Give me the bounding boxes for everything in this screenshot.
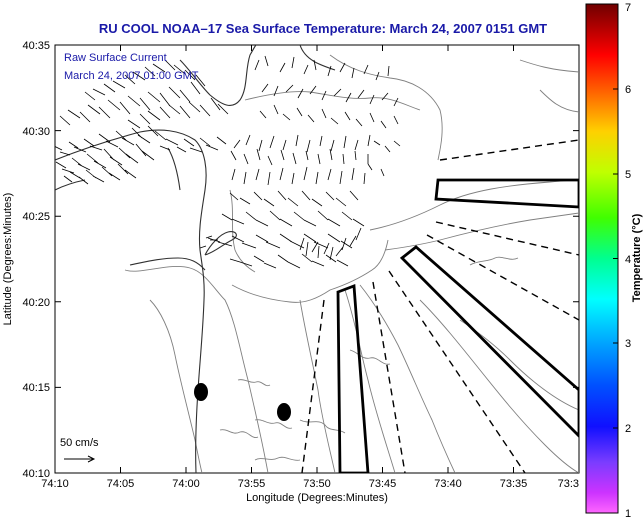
x-tick-label: 74:00: [172, 478, 200, 490]
x-tick-label: 73:40: [434, 478, 462, 490]
bathymetry-contours: [124, 54, 579, 473]
legend-line-1: Raw Surface Current: [64, 52, 167, 64]
x-tick-label: 73:35: [500, 478, 528, 490]
scale-arrow: [64, 455, 96, 463]
x-axis-label: Longitude (Degrees:Minutes): [246, 492, 388, 504]
radial-lines: [301, 139, 579, 473]
station-marker: [277, 403, 291, 421]
x-axis: 74:10 74:05 74:00 73:55 73:50 73:45 73:4…: [41, 45, 579, 504]
colorbar-gradient: [585, 3, 619, 514]
y-tick-label: 40:25: [22, 211, 50, 223]
colorbar-tick: 2: [625, 423, 631, 435]
colorbar: 1 2 3 4 5 6 7 Temperature (°C): [585, 2, 643, 518]
footprint-outlines: [336, 178, 579, 473]
y-axis-label: Latitude (Degrees:Minutes): [2, 193, 14, 326]
y-tick-label: 40:10: [22, 468, 50, 480]
x-tick-label: 73:55: [238, 478, 266, 490]
colorbar-tick: 6: [625, 84, 631, 96]
colorbar-tick: 4: [625, 254, 631, 266]
map-title: RU COOL NOAA–17 Sea Surface Temperature:…: [99, 21, 547, 36]
x-tick-label: 73:45: [369, 478, 397, 490]
y-tick-label: 40:20: [22, 297, 50, 309]
legend-line-2: March 24, 2007 01:00 GMT: [64, 70, 199, 82]
y-axis: 40:35 40:30 40:25 40:20 40:15 40:10 Lati…: [2, 40, 579, 480]
colorbar-tick: 7: [625, 2, 631, 14]
plot-frame: [54, 44, 580, 474]
y-tick-label: 40:30: [22, 126, 50, 138]
colorbar-tick: 5: [625, 169, 631, 181]
map-content: [55, 45, 579, 473]
surface-current-vectors: [55, 55, 401, 269]
station-marker: [194, 383, 208, 401]
colorbar-label: Temperature (°C): [631, 213, 643, 302]
x-tick-label: 73:3: [558, 478, 579, 490]
y-tick-label: 40:35: [22, 40, 50, 52]
x-tick-label: 73:50: [303, 478, 331, 490]
x-tick-label: 74:10: [41, 478, 69, 490]
scale-label: 50 cm/s: [60, 437, 99, 449]
y-tick-label: 40:15: [22, 382, 50, 394]
colorbar-tick: 3: [625, 338, 631, 350]
colorbar-tick: 1: [625, 508, 631, 518]
x-tick-label: 74:05: [107, 478, 135, 490]
